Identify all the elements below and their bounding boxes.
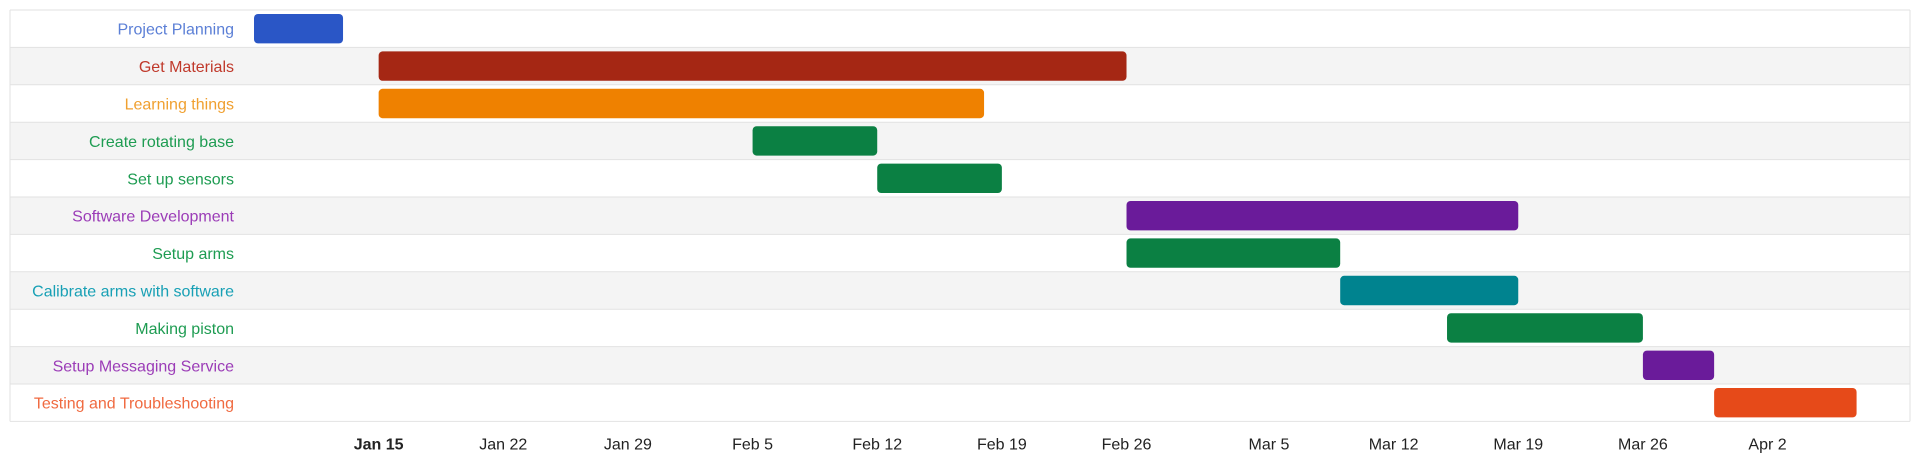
task-label: Making piston xyxy=(135,321,234,338)
x-tick-label: Feb 26 xyxy=(1102,436,1152,453)
task-bars xyxy=(254,14,1857,418)
task-label: Testing and Troubleshooting xyxy=(34,396,234,413)
x-tick-label: Feb 5 xyxy=(732,436,773,453)
task-bar[interactable] xyxy=(378,88,985,119)
x-tick-label: Mar 19 xyxy=(1493,436,1543,453)
task-label: Get Materials xyxy=(139,59,234,76)
task-bar[interactable] xyxy=(752,126,878,156)
task-bar[interactable] xyxy=(1126,238,1341,268)
task-bar[interactable] xyxy=(1340,275,1519,306)
task-bar[interactable] xyxy=(877,163,1002,193)
task-label: Create rotating base xyxy=(89,134,234,151)
row-background xyxy=(10,122,1910,160)
x-tick-label: Apr 2 xyxy=(1748,436,1786,453)
task-label: Project Planning xyxy=(117,22,234,39)
x-tick-label: Jan 22 xyxy=(479,436,527,453)
row-background xyxy=(10,271,1910,310)
task-bar[interactable] xyxy=(378,51,1127,81)
row-background xyxy=(10,384,1910,422)
x-tick-label: Feb 12 xyxy=(852,436,902,453)
x-tick-label: Mar 5 xyxy=(1249,436,1290,453)
task-label: Calibrate arms with software xyxy=(32,284,234,301)
row-background xyxy=(10,234,1910,272)
x-tick-label: Mar 26 xyxy=(1618,436,1668,453)
task-bar[interactable] xyxy=(1126,201,1519,231)
x-tick-label: Feb 19 xyxy=(977,436,1027,453)
task-bar[interactable] xyxy=(1447,313,1643,343)
x-tick-label: Jan 29 xyxy=(604,436,652,453)
x-axis-ticks: Jan 15 Jan 22 Jan 29 Feb 5 Feb 12 Feb 19 Feb 2… xyxy=(354,436,1787,453)
task-label: Learning things xyxy=(125,97,234,114)
row-background xyxy=(10,346,1910,384)
task-bar[interactable] xyxy=(1642,350,1715,380)
task-labels: Project Planning Get Materials Learning th… xyxy=(32,22,234,413)
task-bar[interactable] xyxy=(1714,388,1857,418)
task-label: Setup Messaging Service xyxy=(53,358,235,375)
task-label: Setup arms xyxy=(152,246,234,263)
task-label: Set up sensors xyxy=(127,171,234,188)
x-tick-label: Jan 15 xyxy=(354,436,404,453)
row-background xyxy=(10,197,1910,235)
task-label: Software Development xyxy=(72,209,234,226)
x-tick-label: Mar 12 xyxy=(1369,436,1419,453)
task-bar[interactable] xyxy=(254,14,344,44)
